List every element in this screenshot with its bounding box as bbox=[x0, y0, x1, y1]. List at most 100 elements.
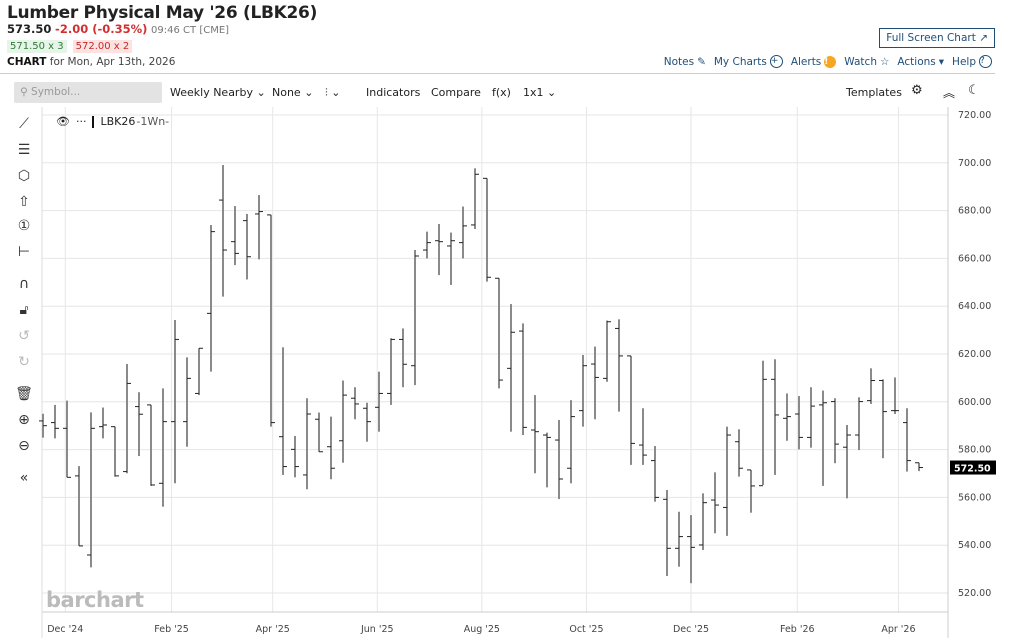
quote-line: 573.50 -2.00 (-0.35%) 09:46 CT [CME] bbox=[7, 22, 229, 36]
x-tick-label: Feb '25 bbox=[154, 624, 189, 635]
chevron-down-icon: ⌄ bbox=[547, 86, 557, 99]
my-charts-label: My Charts bbox=[713, 55, 767, 68]
shape-tool-icon[interactable]: ⬡ bbox=[17, 168, 31, 184]
y-tick-label: 600.00 bbox=[958, 397, 991, 408]
chart-date-text: for Mon, Apr 13th, 2026 bbox=[49, 56, 176, 68]
caret-down-icon: ▾ bbox=[938, 55, 945, 68]
magnet-icon[interactable]: ∩ bbox=[18, 276, 30, 292]
y-tick-label: 580.00 bbox=[958, 445, 991, 456]
collapse-icon[interactable]: ︽ bbox=[943, 86, 956, 100]
help-link[interactable]: Help? bbox=[952, 55, 992, 68]
unlock-icon[interactable]: 🔓︎ bbox=[19, 302, 29, 318]
bid-ask: 571.50 x 3 572.00 x 2 bbox=[7, 40, 133, 53]
help-label: Help bbox=[952, 55, 976, 68]
settings-gear-icon[interactable]: ⚙ bbox=[911, 83, 923, 98]
dark-mode-moon-icon[interactable]: ☾ bbox=[968, 83, 980, 98]
actions-label: Actions bbox=[897, 55, 936, 68]
zoom-in-icon[interactable]: ⊕ bbox=[18, 412, 30, 428]
edit-icon: ✎ bbox=[697, 55, 706, 68]
full-screen-label: Full Screen Chart bbox=[886, 32, 976, 44]
y-tick-label: 720.00 bbox=[958, 110, 991, 121]
more-icon[interactable]: ··· bbox=[75, 115, 87, 128]
y-tick-label: 560.00 bbox=[958, 492, 991, 503]
redo-icon[interactable]: ↻ bbox=[18, 354, 30, 370]
full-screen-chart-button[interactable]: Full Screen Chart ↗ bbox=[879, 28, 995, 48]
y-tick-label: 640.00 bbox=[958, 301, 991, 312]
overlay-dropdown[interactable]: None ⌄ bbox=[272, 86, 313, 99]
watch-link[interactable]: Watch ☆ bbox=[844, 56, 889, 68]
last-price-marker bbox=[950, 460, 996, 475]
notes-link[interactable]: Notes ✎ bbox=[664, 56, 706, 68]
collapse-left-icon[interactable]: « bbox=[19, 470, 29, 486]
drawing-toolbar: ⟋ ☰ ⬡ ⇧ ① ⊢ ∩ 🔓︎ ↺ ↻ 🗑︎ ⊕ ⊖ « bbox=[0, 108, 44, 638]
y-tick-label: 540.00 bbox=[958, 540, 991, 551]
alerts-label: Alerts bbox=[790, 55, 822, 68]
function-button[interactable]: f(x) bbox=[492, 86, 511, 99]
my-charts-link[interactable]: My Charts + bbox=[714, 55, 783, 68]
ohlc-bars-icon: ⫶ bbox=[325, 86, 328, 99]
symbol-search-input[interactable]: ⚲ Symbol... bbox=[14, 82, 162, 103]
page-title: Lumber Physical May '26 (LBK26) bbox=[7, 3, 318, 23]
undo-icon[interactable]: ↺ bbox=[18, 328, 30, 344]
line-tool-icon[interactable]: ⟋ bbox=[19, 116, 29, 132]
chart-legend: 👁︎ ··· LBK26 -1Wn- bbox=[56, 115, 169, 128]
chart-date: CHART for Mon, Apr 13th, 2026 bbox=[7, 56, 175, 68]
alerts-link[interactable]: Alerts! bbox=[790, 55, 837, 68]
compare-button[interactable]: Compare bbox=[431, 86, 481, 99]
price-change: -2.00 (-0.35%) bbox=[55, 22, 148, 36]
chevron-down-icon: ⌄ bbox=[331, 86, 341, 99]
x-tick-label: Dec '25 bbox=[673, 624, 709, 635]
annotation-number-icon[interactable]: ① bbox=[17, 218, 31, 234]
plot-area bbox=[42, 107, 948, 612]
arrow-up-icon[interactable]: ⇧ bbox=[18, 194, 30, 210]
zoom-out-icon[interactable]: ⊖ bbox=[18, 438, 30, 454]
y-tick-label: 620.00 bbox=[958, 349, 991, 360]
chart-links: Notes ✎ My Charts + Alerts! Watch ☆ Actions… bbox=[664, 55, 992, 68]
fibonacci-tool-icon[interactable]: ☰ bbox=[17, 142, 31, 158]
chevron-down-icon: ⌄ bbox=[256, 86, 266, 99]
quote-time: 09:46 CT [CME] bbox=[151, 25, 230, 36]
indicators-button[interactable]: Indicators bbox=[366, 86, 421, 99]
expand-icon: ↗ bbox=[979, 32, 988, 44]
eye-icon[interactable]: 👁︎ bbox=[56, 115, 70, 128]
last-price: 573.50 bbox=[7, 22, 52, 36]
search-icon: ⚲ bbox=[20, 86, 28, 98]
bid: 571.50 x 3 bbox=[7, 40, 67, 53]
period-label: Weekly Nearby bbox=[170, 86, 253, 99]
y-tick-label: 660.00 bbox=[958, 253, 991, 264]
x-tick-label: Oct '25 bbox=[569, 624, 603, 635]
chevron-down-icon: ⌄ bbox=[304, 86, 314, 99]
help-icon: ? bbox=[979, 55, 992, 68]
barchart-logo: barchart bbox=[46, 588, 144, 612]
last-price-label: 572.50 bbox=[954, 464, 991, 475]
notes-label: Notes bbox=[663, 55, 695, 68]
x-tick-label: Aug '25 bbox=[464, 624, 500, 635]
x-tick-label: Apr '26 bbox=[881, 624, 915, 635]
y-tick-label: 680.00 bbox=[958, 206, 991, 217]
actions-menu[interactable]: Actions ▾ bbox=[897, 56, 944, 68]
layout-label: 1x1 bbox=[523, 86, 544, 99]
overlay-label: None bbox=[272, 86, 301, 99]
x-tick-label: Dec '24 bbox=[47, 624, 83, 635]
layout-dropdown[interactable]: 1x1 ⌄ bbox=[523, 86, 556, 99]
chart-label: CHART bbox=[7, 56, 47, 68]
series-color-swatch bbox=[92, 115, 95, 128]
legend-symbol: LBK26 bbox=[100, 115, 136, 128]
templates-button[interactable]: Templates bbox=[846, 86, 902, 99]
measure-tool-icon[interactable]: ⊢ bbox=[17, 244, 31, 260]
y-tick-label: 700.00 bbox=[958, 158, 991, 169]
watch-label: Watch bbox=[844, 55, 877, 68]
ask: 572.00 x 2 bbox=[72, 40, 133, 53]
plus-circle-icon: + bbox=[769, 55, 783, 68]
search-placeholder: Symbol... bbox=[31, 86, 81, 98]
trash-icon[interactable]: 🗑︎ bbox=[15, 386, 33, 402]
x-tick-label: Jun '25 bbox=[360, 624, 394, 635]
bar-type-dropdown[interactable]: ⫶ ⌄ bbox=[325, 86, 340, 100]
period-dropdown[interactable]: Weekly Nearby ⌄ bbox=[170, 86, 266, 99]
legend-interval: -1Wn- bbox=[136, 115, 170, 128]
x-tick-label: Feb '26 bbox=[780, 624, 815, 635]
y-tick-label: 520.00 bbox=[958, 588, 991, 599]
chart-toolbar: ⚲ Symbol... Weekly Nearby ⌄ None ⌄ ⫶ ⌄ I… bbox=[0, 80, 1010, 106]
star-icon: ☆ bbox=[879, 55, 890, 68]
